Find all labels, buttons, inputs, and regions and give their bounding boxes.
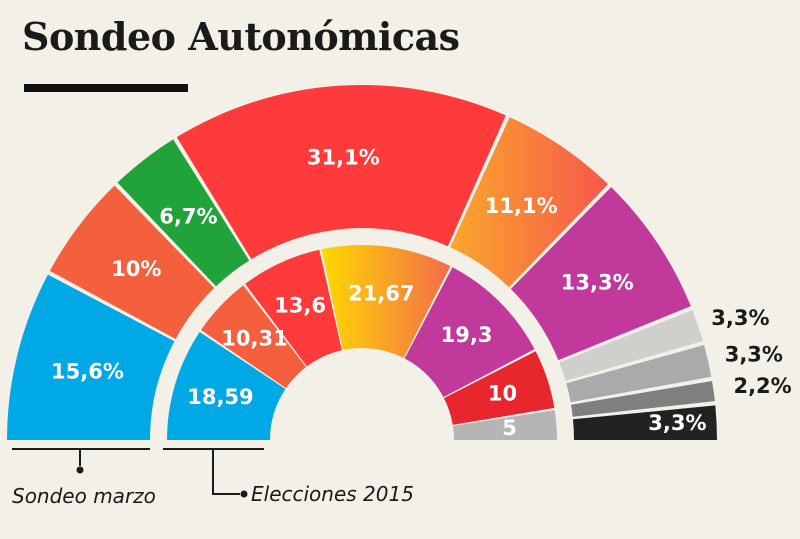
outer-slice-6 xyxy=(510,187,691,361)
inner-slice-7 xyxy=(452,410,557,440)
outer-slice-label-10: 3,3% xyxy=(648,411,706,435)
title-underline xyxy=(24,84,188,92)
inner-slice-label-3: 13,6 xyxy=(274,294,326,318)
inner-slice-3 xyxy=(245,249,342,367)
inner-ring-elecciones-2015 xyxy=(167,245,557,440)
inner-slice-label-5: 19,3 xyxy=(441,323,493,347)
outer-slice-label-7: 3,3% xyxy=(711,306,769,330)
outer-slice-label-1: 15,6% xyxy=(51,359,124,383)
inner-slice-label-6: 10 xyxy=(488,382,517,406)
outer-slice-4 xyxy=(176,85,506,260)
chart-title: Sondeo Autonómicas xyxy=(22,14,460,59)
legend-connectors xyxy=(12,448,264,498)
legend-elecciones-2015: Elecciones 2015 xyxy=(251,482,414,506)
inner-slice-label-1: 18,59 xyxy=(187,385,253,409)
outer-slice-label-2: 10% xyxy=(111,257,161,281)
outer-slice-label-8: 3,3% xyxy=(725,343,783,367)
outer-slice-9 xyxy=(571,381,715,417)
slice-labels: 15,6% 10% 6,7% 31,1% 11,1% 13,3% 3,3% 3,3% 2,2% 3… xyxy=(51,146,792,441)
outer-ring-sondeo-marzo xyxy=(7,85,717,440)
outer-slice-5 xyxy=(450,117,609,288)
outer-slice-label-5: 11,1% xyxy=(485,194,558,218)
outer-slice-label-3: 6,7% xyxy=(159,205,217,229)
outer-slice-2 xyxy=(49,185,215,339)
inner-slice-5 xyxy=(404,267,535,398)
outer-slice-7 xyxy=(559,310,703,381)
outer-slice-label-4: 31,1% xyxy=(307,146,380,170)
outer-slice-10 xyxy=(572,405,717,440)
outer-slice-label-6: 13,3% xyxy=(561,271,634,295)
inner-slice-label-4: 21,67 xyxy=(348,281,414,305)
inner-slice-6 xyxy=(443,351,555,425)
outer-slice-8 xyxy=(566,345,712,403)
inner-slice-4 xyxy=(321,245,451,358)
outer-slice-3 xyxy=(117,139,250,287)
legend-sondeo-marzo: Sondeo marzo xyxy=(12,484,156,508)
outer-slice-1 xyxy=(7,274,175,440)
inner-slice-label-2: 10,31 xyxy=(221,326,287,350)
inner-slice-1 xyxy=(167,331,286,440)
inner-slice-2 xyxy=(200,285,306,389)
inner-slice-label-7: 5 xyxy=(502,416,517,440)
outer-slice-label-9: 2,2% xyxy=(733,374,791,398)
